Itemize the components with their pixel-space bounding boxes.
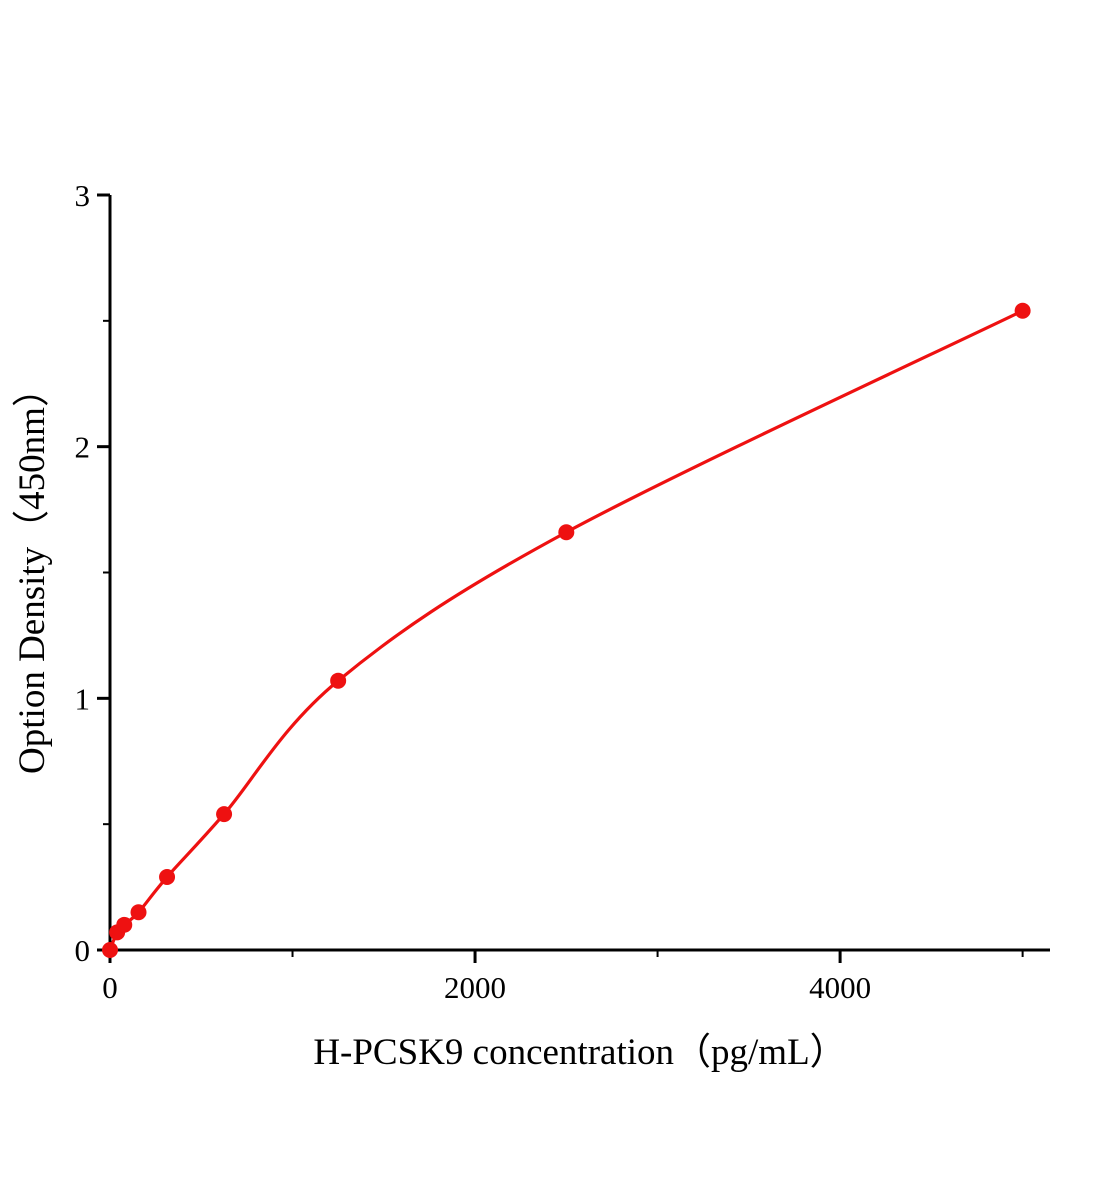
data-point — [159, 869, 176, 886]
y-tick-label: 0 — [75, 933, 91, 968]
x-axis-label: H-PCSK9 concentration（pg/mL） — [313, 1032, 846, 1073]
y-tick-label: 1 — [75, 681, 91, 716]
data-point — [216, 806, 233, 823]
plot-layer — [102, 302, 1031, 958]
y-tick-label: 2 — [75, 430, 91, 465]
x-tick-label: 0 — [102, 970, 118, 1005]
fit-curve — [108, 309, 1025, 952]
x-tick-label: 4000 — [809, 970, 871, 1005]
data-point — [558, 524, 575, 541]
y-tick-label: 3 — [75, 178, 91, 213]
data-point — [116, 916, 133, 933]
axes-layer: 0 2000 4000 0 1 2 3 — [75, 178, 1050, 1005]
data-point — [330, 672, 347, 689]
data-point — [102, 942, 118, 958]
data-point — [130, 904, 147, 921]
x-tick-label: 2000 — [444, 970, 506, 1005]
y-axis-label: Option Density（450nm） — [12, 370, 53, 774]
data-point — [1014, 302, 1031, 319]
